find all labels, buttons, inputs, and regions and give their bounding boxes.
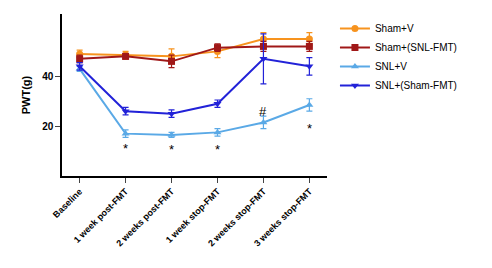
svg-text:*: * <box>215 142 220 157</box>
svg-text:2 weeks post-FMT: 2 weeks post-FMT <box>114 186 176 248</box>
svg-text:20: 20 <box>42 121 54 132</box>
svg-text:*: * <box>123 141 128 156</box>
svg-text:3 weeks stop-FMT: 3 weeks stop-FMT <box>252 186 314 248</box>
svg-text:Sham+(SNL-FMT): Sham+(SNL-FMT) <box>375 42 457 53</box>
svg-text:SNL+(Sham-FMT): SNL+(Sham-FMT) <box>375 80 457 91</box>
svg-text:PWT(g): PWT(g) <box>20 75 32 114</box>
svg-text:*: * <box>307 121 312 136</box>
svg-text:Sham+V: Sham+V <box>375 23 414 34</box>
svg-text:SNL+V: SNL+V <box>375 61 407 72</box>
svg-text:40: 40 <box>42 71 54 82</box>
svg-text:#: # <box>259 104 267 119</box>
svg-text:*: * <box>169 142 174 157</box>
svg-text:2 weeks stop-FMT: 2 weeks stop-FMT <box>206 186 268 248</box>
svg-text:1 week post-FMT: 1 week post-FMT <box>72 186 131 245</box>
svg-text:1 week stop-FMT: 1 week stop-FMT <box>164 186 223 245</box>
svg-text:Baseline: Baseline <box>51 187 84 220</box>
